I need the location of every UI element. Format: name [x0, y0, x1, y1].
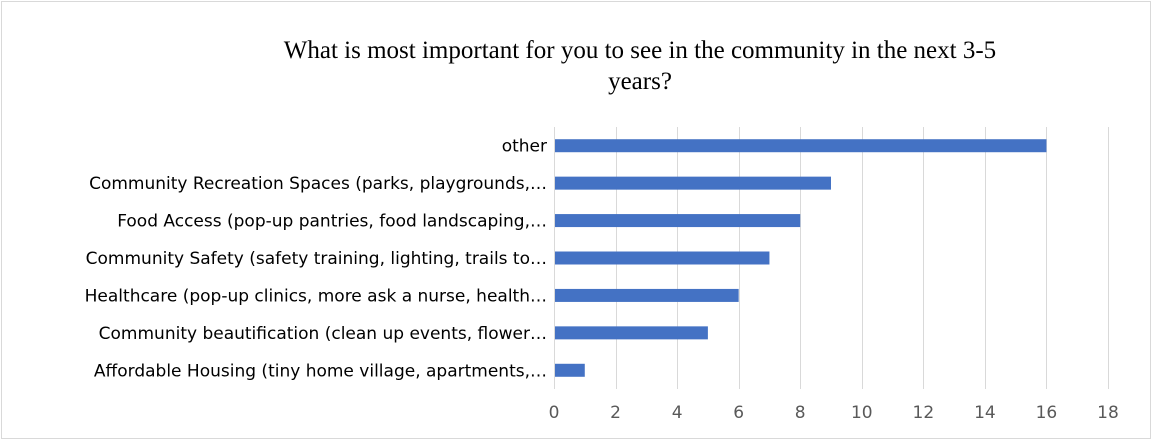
category-label: other	[502, 137, 547, 157]
x-tick-label: 16	[1036, 403, 1058, 423]
x-tick-label: 12	[913, 403, 935, 423]
chart-title-line-2: years?	[608, 68, 672, 95]
category-label: Community Safety (safety training, light…	[86, 249, 547, 269]
x-tick-label: 2	[610, 403, 621, 423]
x-tick-label: 6	[733, 403, 744, 423]
bars	[555, 139, 1047, 377]
x-tick-label: 4	[672, 403, 683, 423]
chart-title-line-1: What is most important for you to see in…	[283, 37, 997, 64]
x-tick-label: 18	[1097, 403, 1119, 423]
bar	[555, 176, 831, 190]
x-axis-tick-labels: 0 2 4 6 8 10 12 14 16 18	[549, 403, 1119, 423]
bar	[555, 139, 1047, 153]
category-label: Community Recreation Spaces (parks, play…	[89, 174, 547, 194]
category-labels: other Community Recreation Spaces (parks,…	[85, 137, 547, 382]
bar	[555, 214, 801, 228]
bar	[555, 288, 739, 302]
bar	[555, 251, 770, 265]
chart-title: What is most important for you to see in…	[190, 35, 1090, 97]
category-label: Affordable Housing (tiny home village, a…	[94, 361, 547, 381]
bar	[555, 326, 708, 340]
x-tick-label: 0	[549, 403, 560, 423]
category-label: Food Access (pop-up pantries, food lands…	[117, 212, 547, 232]
category-label: Healthcare (pop-up clinics, more ask a n…	[85, 286, 547, 306]
x-tick-label: 8	[795, 403, 806, 423]
x-tick-label: 10	[851, 403, 873, 423]
bar	[555, 363, 585, 377]
x-tick-label: 14	[974, 403, 996, 423]
category-label: Community beautification (clean up event…	[99, 324, 547, 344]
